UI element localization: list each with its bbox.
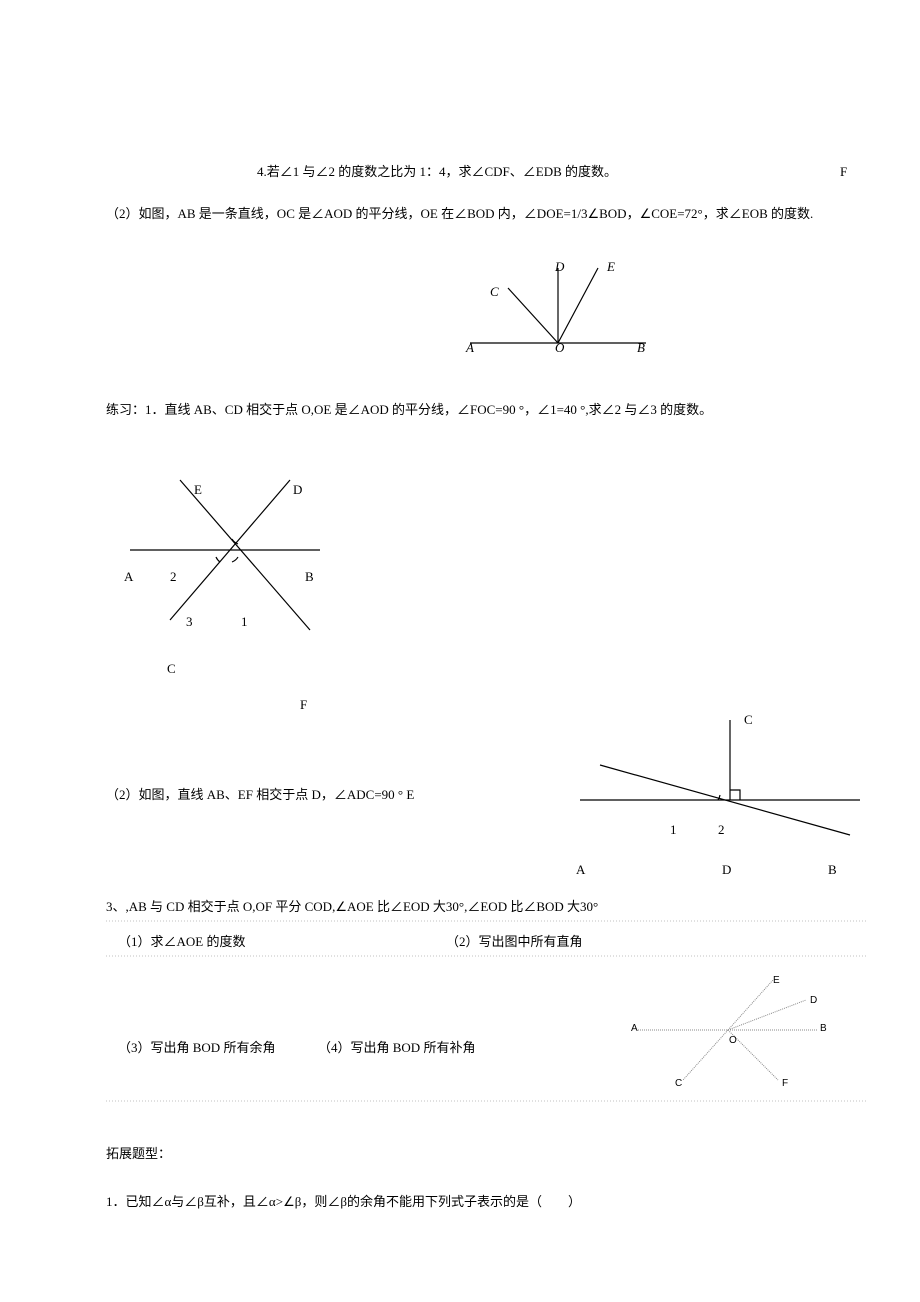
diagram4-label-O: O <box>729 1032 737 1050</box>
diagram4-label-B: B <box>820 1020 827 1038</box>
diagram2-label-D: D <box>293 478 302 501</box>
diagram1-label-B: B <box>637 336 645 359</box>
diagram2-label-E: E <box>194 478 202 501</box>
diagram-2 <box>120 450 340 650</box>
diagram2-label-B: B <box>305 565 314 588</box>
diagram2-label-1: 1 <box>241 610 248 633</box>
diagram4-label-C: C <box>675 1075 682 1093</box>
diagram1-label-O: O <box>555 336 564 359</box>
question-3-2: （2）写出图中所有直角 <box>446 930 583 953</box>
question-4-text: 4.若∠1 与∠2 的度数之比为 1：4，求∠CDF、∠EDB 的度数。 <box>257 160 617 183</box>
practice-1-text: 练习：1．直线 AB、CD 相交于点 O,OE 是∠AOD 的平分线，∠FOC=… <box>106 398 712 421</box>
diagram2-label-2: 2 <box>170 565 177 588</box>
diagram1-label-A: A <box>466 336 474 359</box>
diagram1-label-E: E <box>607 255 615 278</box>
question-3-text: 3、,AB 与 CD 相交于点 O,OF 平分 COD,∠AOE 比∠EOD 大… <box>106 895 598 918</box>
diagram3-label-A: A <box>576 858 585 881</box>
diagram2-label-3: 3 <box>186 610 193 633</box>
paragraph-2-span: （2）如图，AB 是一条直线，OC 是∠AOD 的平分线，OE 在∠BOD 内，… <box>106 206 813 221</box>
diagram3-label-C: C <box>744 708 753 731</box>
diagram4-label-E: E <box>773 972 780 990</box>
diagram3-label-2: 2 <box>718 818 725 841</box>
diagram1-label-C: C <box>490 280 499 303</box>
dotted-sep-1 <box>106 920 866 922</box>
diagram4-label-D: D <box>810 992 817 1010</box>
label-f-right: F <box>840 160 847 183</box>
paragraph-2-text: （2）如图，AB 是一条直线，OC 是∠AOD 的平分线，OE 在∠BOD 内，… <box>106 200 856 229</box>
diagram-4 <box>628 965 828 1095</box>
diagram3-label-B: B <box>828 858 837 881</box>
diagram2-label-F: F <box>300 693 307 716</box>
page: 4.若∠1 与∠2 的度数之比为 1：4，求∠CDF、∠EDB 的度数。 F （… <box>0 0 920 1302</box>
extension-header: 拓展题型： <box>106 1142 171 1165</box>
diagram2-label-C: C <box>167 657 176 680</box>
dotted-sep-2 <box>106 955 866 957</box>
diagram3-label-1: 1 <box>670 818 677 841</box>
diagram3-label-D: D <box>722 858 731 881</box>
question-3-1: （1）求∠AOE 的度数 <box>118 930 245 953</box>
question-3-3: （3）写出角 BOD 所有余角 <box>118 1036 275 1059</box>
diagram2-label-A: A <box>124 565 133 588</box>
diagram4-label-A: A <box>631 1020 638 1038</box>
question-2b-text: （2）如图，直线 AB、EF 相交于点 D，∠ADC=90 ° E <box>106 783 414 806</box>
dotted-sep-3 <box>106 1100 866 1102</box>
extension-q1: 1．已知∠α与∠β互补，且∠α>∠β，则∠β的余角不能用下列式子表示的是（ ） <box>106 1190 581 1213</box>
diagram1-label-D: D <box>555 255 564 278</box>
question-3-4: （4）写出角 BOD 所有补角 <box>318 1036 475 1059</box>
diagram4-label-F: F <box>782 1075 788 1093</box>
